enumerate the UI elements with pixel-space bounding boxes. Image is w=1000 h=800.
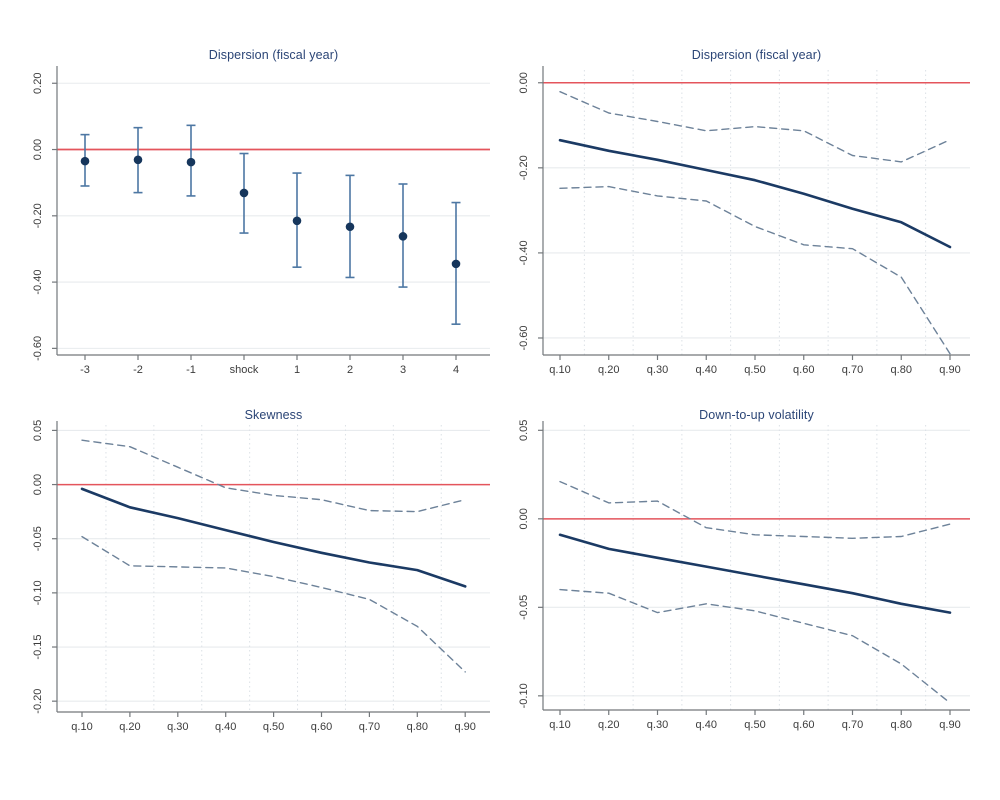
point-marker bbox=[80, 156, 90, 166]
y-tick-label: -0.20 bbox=[32, 689, 44, 714]
y-tick-label: -0.10 bbox=[32, 580, 44, 605]
x-tick-label: q.80 bbox=[407, 721, 428, 733]
x-tick-label: 3 bbox=[400, 364, 406, 376]
x-tick-label: shock bbox=[230, 364, 259, 376]
y-tick-label: -0.60 bbox=[518, 325, 530, 350]
ci-lower-line bbox=[81, 535, 466, 673]
estimate-line bbox=[558, 533, 952, 614]
down-to-up-volatility-plot: 0.05 0.00 -0.05 -0.10 q.10 q.20 q.30 q.40 q.50 q.… bbox=[518, 420, 970, 731]
point-marker bbox=[239, 188, 249, 198]
y-tick-label: 0.05 bbox=[32, 420, 44, 441]
x-tick-label: q.70 bbox=[842, 719, 863, 731]
x-tick-label: q.90 bbox=[454, 721, 475, 733]
point-marker bbox=[292, 216, 302, 226]
dispersion-event-study-plot: 0.20 0.00 -0.20 -0.40 -0.60 -3 -2 -1 shock 1 2 3 4 bbox=[32, 66, 490, 376]
chart-title: Skewness bbox=[244, 408, 303, 422]
y-tick-label: -0.40 bbox=[518, 240, 530, 265]
x-tick-label: q.40 bbox=[215, 721, 236, 733]
chart-dispersion-event-study: Dispersion (fiscal year) 0.20 0.00 -0.20 -0… bbox=[0, 40, 500, 400]
y-tick-label: 0.20 bbox=[32, 73, 44, 94]
y-tick-label: 0.05 bbox=[518, 420, 530, 441]
y-tick-label: -0.60 bbox=[32, 336, 44, 361]
ci-upper-line bbox=[81, 439, 466, 513]
point-marker bbox=[451, 259, 461, 269]
y-tick-label: -0.05 bbox=[32, 526, 44, 551]
y-tick-label: 0.00 bbox=[32, 474, 44, 495]
x-tick-label: q.30 bbox=[167, 721, 188, 733]
point-marker bbox=[186, 157, 196, 167]
y-tick-label: -0.20 bbox=[32, 203, 44, 228]
x-tick-label: q.70 bbox=[359, 721, 380, 733]
x-tick-label: q.40 bbox=[696, 719, 717, 731]
point-marker bbox=[398, 232, 408, 241]
x-tick-label: q.80 bbox=[891, 364, 912, 376]
chart-dispersion-quantile: Dispersion (fiscal year) 0.00 -0.20 -0.40 -… bbox=[500, 40, 1000, 400]
x-tick-label: q.50 bbox=[744, 364, 765, 376]
y-tick-label: -0.15 bbox=[32, 634, 44, 659]
x-tick-label: q.70 bbox=[842, 364, 863, 376]
estimate-line bbox=[558, 138, 952, 249]
x-tick-label: q.10 bbox=[549, 364, 570, 376]
ci-lower-line bbox=[559, 588, 951, 704]
x-tick-label: 1 bbox=[294, 364, 300, 376]
y-tick-label: -0.05 bbox=[518, 595, 530, 620]
y-tick-label: -0.20 bbox=[518, 155, 530, 180]
x-tick-label: q.30 bbox=[647, 364, 668, 376]
ci-upper-line bbox=[559, 480, 951, 539]
x-tick-label: q.50 bbox=[263, 721, 284, 733]
x-tick-label: q.40 bbox=[696, 364, 717, 376]
x-tick-label: q.90 bbox=[939, 364, 960, 376]
y-tick-label: 0.00 bbox=[518, 72, 530, 93]
ci-upper-line bbox=[559, 91, 951, 163]
y-tick-label: 0.00 bbox=[32, 139, 44, 160]
x-tick-label: q.90 bbox=[939, 719, 960, 731]
ci-lower-line bbox=[559, 185, 951, 355]
x-tick-label: 2 bbox=[347, 364, 353, 376]
chart-title: Dispersion (fiscal year) bbox=[208, 48, 339, 62]
x-tick-label: q.20 bbox=[598, 719, 619, 731]
x-tick-label: -2 bbox=[133, 364, 143, 376]
x-tick-label: q.20 bbox=[598, 364, 619, 376]
y-tick-label: -0.10 bbox=[518, 683, 530, 708]
x-tick-label: q.10 bbox=[71, 721, 92, 733]
chart-skewness-quantile: Skewness 0.05 0.00 -0.05 -0.10 -0.15 -0.20 q.1… bbox=[0, 400, 500, 760]
chart-down-to-up-volatility: Down-to-up volatility 0.05 0.00 -0.05 -0.10… bbox=[500, 400, 1000, 760]
skewness-quantile-plot: 0.05 0.00 -0.05 -0.10 -0.15 -0.20 q.10 q.20 q.30… bbox=[32, 420, 490, 733]
point-marker bbox=[345, 222, 355, 232]
x-tick-label: q.60 bbox=[793, 719, 814, 731]
x-tick-label: q.60 bbox=[793, 364, 814, 376]
x-tick-label: 4 bbox=[453, 364, 459, 376]
x-tick-label: q.10 bbox=[549, 719, 570, 731]
x-tick-label: q.30 bbox=[647, 719, 668, 731]
x-tick-label: -3 bbox=[80, 364, 90, 376]
x-tick-label: -1 bbox=[186, 364, 196, 376]
estimate-line bbox=[80, 487, 467, 588]
x-tick-label: q.60 bbox=[311, 721, 332, 733]
x-tick-label: q.20 bbox=[119, 721, 140, 733]
chart-title: Dispersion (fiscal year) bbox=[691, 48, 822, 62]
dispersion-quantile-plot: 0.00 -0.20 -0.40 -0.60 q.10 q.20 q.30 q.40 q.50 q… bbox=[518, 66, 970, 376]
y-tick-label: -0.40 bbox=[32, 270, 44, 295]
y-tick-label: 0.00 bbox=[518, 508, 530, 529]
x-tick-label: q.50 bbox=[744, 719, 765, 731]
x-tick-label: q.80 bbox=[891, 719, 912, 731]
chart-title: Down-to-up volatility bbox=[699, 408, 814, 422]
point-marker bbox=[133, 155, 143, 165]
